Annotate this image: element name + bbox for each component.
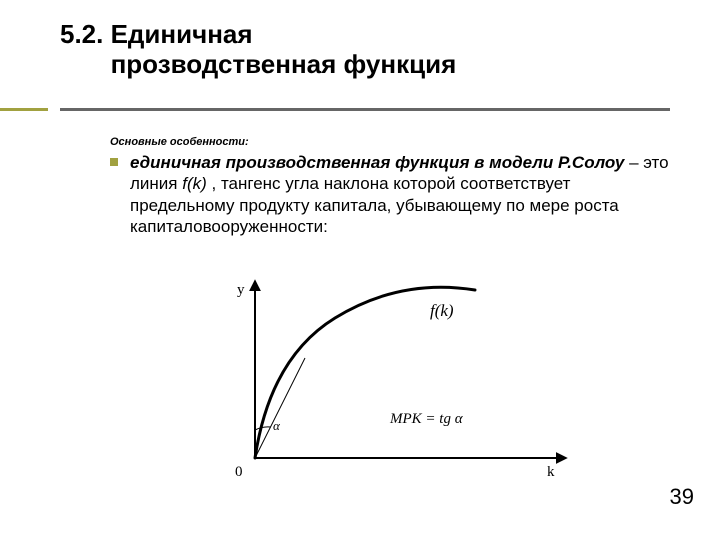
divider-accent [0,108,48,111]
svg-text:f(k): f(k) [430,301,454,320]
svg-text:MPK = tg α: MPK = tg α [389,411,464,427]
body-paragraph: единичная производственная функция в мод… [130,152,670,237]
slide-header: 5.2. Единичная прозводственная функция [60,20,680,80]
chart-svg: y k 0 f(k) MPK = tg α α [215,278,575,478]
svg-text:α: α [273,418,281,433]
bullet-icon [110,158,118,166]
fk-inline: f(k) [182,174,207,193]
slide-title: 5.2. Единичная прозводственная функция [60,20,680,80]
chart: y k 0 f(k) MPK = tg α α [215,278,575,478]
slide: 5.2. Единичная прозводственная функция О… [0,0,720,540]
term: единичная производственная функция в мод… [130,153,624,172]
svg-text:k: k [547,464,555,478]
svg-text:0: 0 [235,464,243,478]
title-line-1: 5.2. Единичная [60,19,253,49]
svg-text:y: y [237,282,245,298]
divider-main [60,108,670,111]
title-line-2: прозводственная функция [111,49,457,79]
subheading: Основные особенности: [110,136,249,148]
page-number: 39 [670,484,694,510]
